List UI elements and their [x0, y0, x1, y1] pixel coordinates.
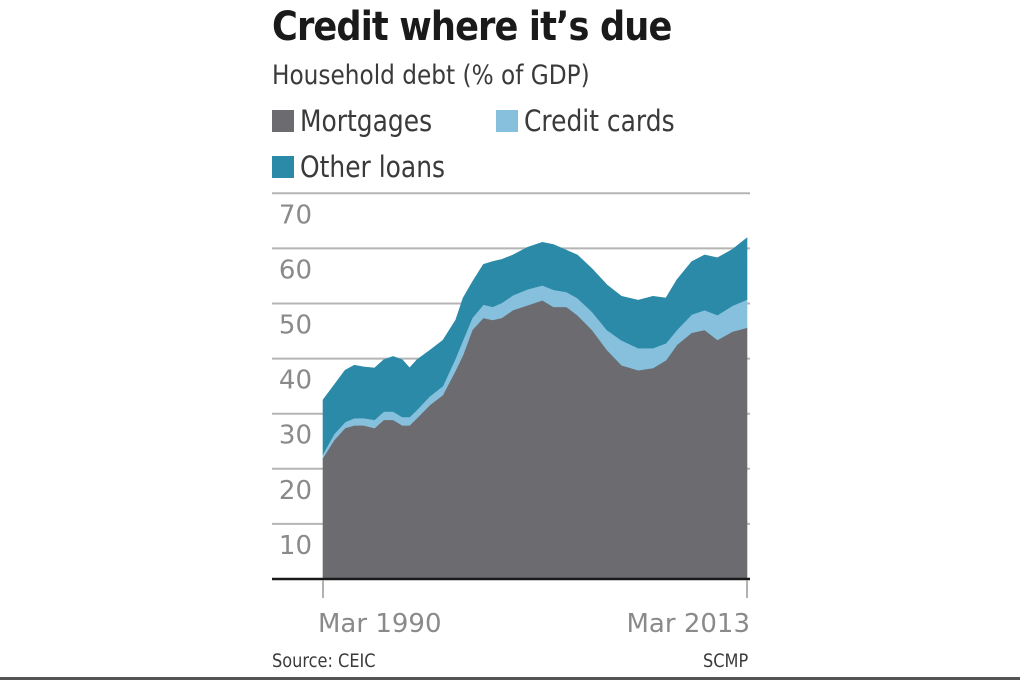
legend-swatch-other-loans	[272, 156, 294, 178]
x-tick-label-start: Mar 1990	[318, 609, 442, 639]
chart-title: Credit where it’s due	[272, 4, 672, 50]
legend-label: Mortgages	[300, 104, 433, 138]
credit-note: SCMP	[702, 650, 748, 672]
bottom-rule	[0, 677, 1020, 680]
legend-item-other-loans: Other loans	[272, 150, 469, 184]
svg-text:70: 70	[279, 200, 312, 230]
source-note: Source: CEIC	[272, 650, 376, 672]
svg-text:40: 40	[279, 366, 312, 396]
legend-swatch-credit-cards	[496, 110, 518, 132]
svg-text:10: 10	[279, 531, 312, 561]
y-axis-labels: 10 20 30 40 50 60 70	[279, 200, 312, 561]
area-mortgages	[322, 299, 748, 580]
legend-label: Other loans	[300, 150, 446, 184]
data-areas	[322, 237, 748, 580]
svg-text:20: 20	[279, 476, 312, 506]
chart-subtitle: Household debt (% of GDP)	[272, 60, 590, 91]
legend-item-credit-cards: Credit cards	[496, 104, 699, 138]
svg-text:30: 30	[279, 421, 312, 451]
area-other-loans	[322, 237, 748, 456]
legend-label: Credit cards	[524, 104, 675, 138]
legend-item-mortgages: Mortgages	[272, 104, 454, 138]
svg-text:60: 60	[279, 255, 312, 285]
x-tick-label-end: Mar 2013	[627, 609, 751, 639]
svg-text:50: 50	[279, 311, 312, 341]
legend-swatch-mortgages	[272, 110, 294, 132]
